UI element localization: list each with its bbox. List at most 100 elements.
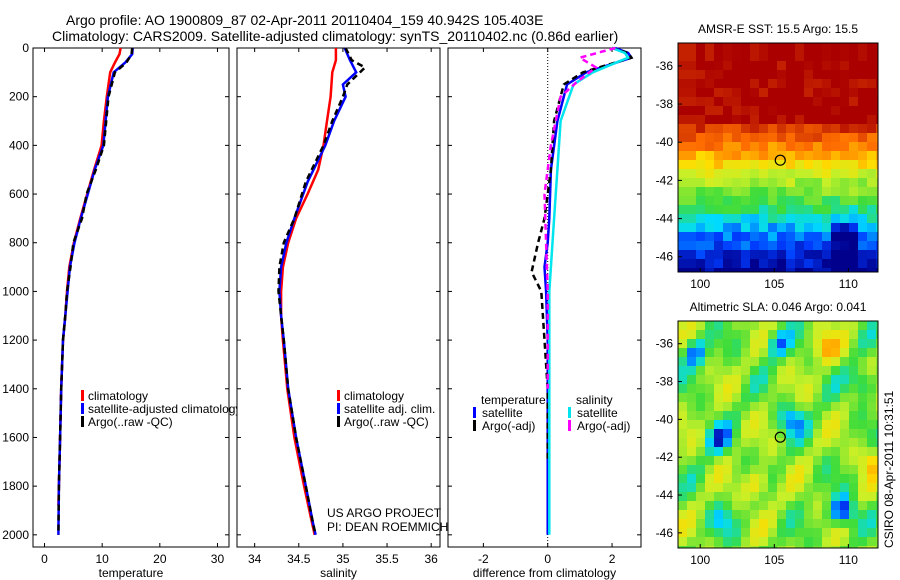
sst_map-cell bbox=[786, 133, 796, 143]
sla_map-cell bbox=[678, 366, 688, 376]
sla_map-cell bbox=[732, 330, 742, 340]
sst_map-cell bbox=[867, 61, 877, 71]
sst_map-cell bbox=[759, 142, 769, 152]
sla_map-cell bbox=[777, 501, 787, 511]
sla_map-cell bbox=[813, 528, 823, 538]
sst_map-cell bbox=[867, 52, 877, 62]
sst_map-cell bbox=[804, 187, 814, 197]
sla_map-cell bbox=[822, 375, 832, 385]
sla_map-cell bbox=[858, 483, 868, 493]
sla_map-cell bbox=[696, 438, 706, 448]
sla_map-cell bbox=[750, 546, 760, 549]
sla_map-cell bbox=[705, 321, 715, 331]
sst_map-cell bbox=[804, 214, 814, 224]
sst_map-cell bbox=[777, 61, 787, 71]
sst_map-cell bbox=[759, 151, 769, 161]
sst_map-cell bbox=[813, 88, 823, 98]
sla_map-cell bbox=[759, 438, 769, 448]
difference-xtick-label: 2 bbox=[609, 552, 616, 566]
sst_map-cell bbox=[849, 70, 859, 80]
sla_map-cell bbox=[687, 393, 697, 403]
sla_map-cell bbox=[750, 339, 760, 349]
sla_map-cell bbox=[867, 492, 877, 502]
sla_map-cell bbox=[813, 420, 823, 430]
sla_map-cell bbox=[777, 483, 787, 493]
sla_map-cell bbox=[822, 321, 832, 331]
sst_map-cell bbox=[795, 214, 805, 224]
sla_map-cell bbox=[705, 447, 715, 457]
sla_map-cell bbox=[777, 465, 787, 475]
sla_map-cell bbox=[813, 492, 823, 502]
sla_map-cell bbox=[813, 447, 823, 457]
sst_map-cell bbox=[858, 214, 868, 224]
sst_map-cell bbox=[714, 160, 724, 170]
sst_map-cell bbox=[723, 250, 733, 260]
sst_map-cell bbox=[813, 61, 823, 71]
sst_map-cell bbox=[876, 187, 879, 197]
sla_map-cell bbox=[705, 384, 715, 394]
sst_map-cell bbox=[750, 187, 760, 197]
sst_map-cell bbox=[822, 97, 832, 107]
sst_map-cell bbox=[750, 106, 760, 116]
sst_map-cell bbox=[876, 241, 879, 251]
sla_map-cell bbox=[750, 474, 760, 484]
sst_map-cell bbox=[732, 79, 742, 89]
sst_map-cell bbox=[723, 196, 733, 206]
sst_map-cell bbox=[813, 178, 823, 188]
sst_map-cell bbox=[849, 106, 859, 116]
sst_map-cell bbox=[822, 106, 832, 116]
sla_map-cell bbox=[849, 411, 859, 421]
sla_map-cell bbox=[768, 474, 778, 484]
sla_map-cell bbox=[858, 510, 868, 520]
sla_map-cell bbox=[795, 393, 805, 403]
difference-series-3 bbox=[543, 46, 616, 389]
sla_map-cell bbox=[750, 510, 760, 520]
sst_map-cell bbox=[840, 250, 850, 260]
sla_map-cell bbox=[714, 375, 724, 385]
sst_map-cell bbox=[768, 232, 778, 242]
sla_map-cell bbox=[831, 366, 841, 376]
sst_map-cell bbox=[831, 43, 841, 53]
sla_map-xtick-label: 105 bbox=[764, 553, 784, 567]
sla_map-cell bbox=[678, 546, 688, 549]
sst_map-cell bbox=[732, 268, 742, 273]
sst_map-cell bbox=[795, 151, 805, 161]
sla_map-cell bbox=[732, 438, 742, 448]
sla_map-cell bbox=[795, 438, 805, 448]
sst_map-cell bbox=[867, 70, 877, 80]
sst_map-cell bbox=[705, 160, 715, 170]
sla_map-cell bbox=[696, 384, 706, 394]
sst_map-cell bbox=[705, 178, 715, 188]
temperature-series-2 bbox=[57, 47, 134, 535]
sst_map-cell bbox=[876, 106, 879, 116]
sla_map-cell bbox=[786, 528, 796, 538]
sst_map-cell bbox=[696, 178, 706, 188]
sst_map-cell bbox=[687, 223, 697, 233]
sst_map-cell bbox=[768, 115, 778, 125]
sst_map-cell bbox=[714, 241, 724, 251]
sla_map-cell bbox=[705, 519, 715, 529]
sla_map-cell bbox=[723, 465, 733, 475]
difference-legend-title: salinity bbox=[576, 393, 613, 407]
sst_map-cell bbox=[732, 88, 742, 98]
sla_map-cell bbox=[705, 537, 715, 547]
salinity-legend-label: satellite adj. clim. bbox=[344, 402, 435, 416]
sst_map-cell bbox=[867, 43, 877, 53]
sst_map-cell bbox=[786, 169, 796, 179]
sla_map-cell bbox=[723, 537, 733, 547]
sla_map-cell bbox=[840, 357, 850, 367]
sla_map-cell bbox=[876, 357, 879, 367]
sst_map-cell bbox=[813, 160, 823, 170]
sla_map-cell bbox=[795, 330, 805, 340]
sst_map-cell bbox=[822, 142, 832, 152]
sla_map-cell bbox=[813, 456, 823, 466]
sla_map-cell bbox=[732, 357, 742, 367]
sst_map-cell bbox=[741, 268, 751, 273]
sst_map-cell bbox=[849, 115, 859, 125]
sla_map-cell bbox=[678, 330, 688, 340]
sst_map-cell bbox=[867, 259, 877, 269]
sst_map-cell bbox=[831, 124, 841, 134]
sst_map-cell bbox=[777, 97, 787, 107]
sla_map-cell bbox=[804, 357, 814, 367]
sst_map-cell bbox=[714, 187, 724, 197]
